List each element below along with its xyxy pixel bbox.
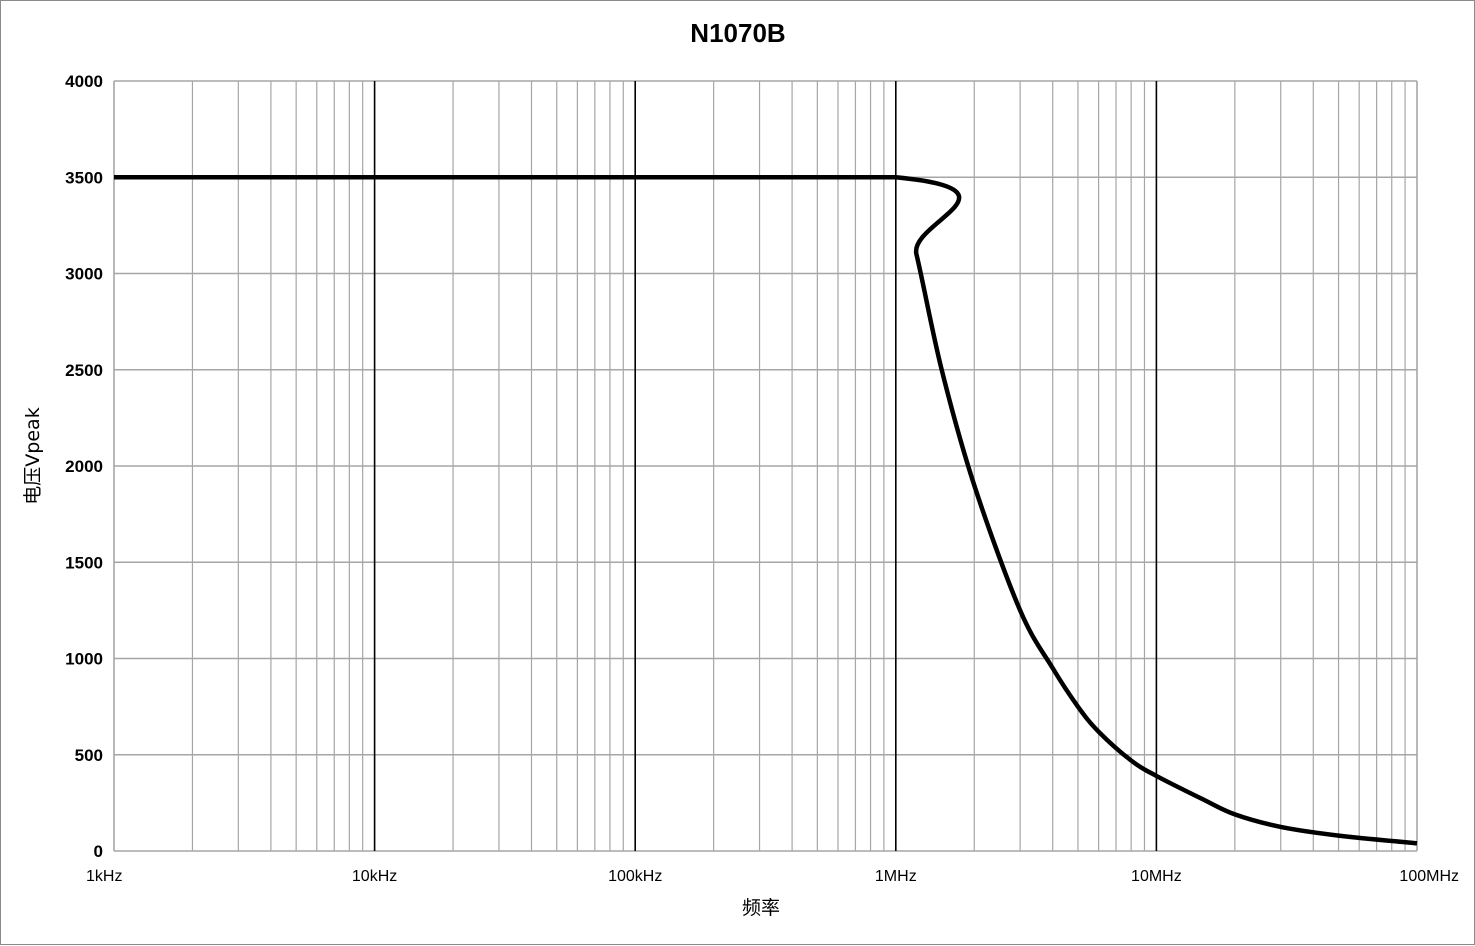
x-tick-label: 1kHz [86, 868, 122, 885]
x-tick-label: 100kHz [608, 868, 662, 885]
chart-title: N1070B [690, 18, 785, 48]
y-tick-label: 3500 [65, 168, 103, 187]
y-tick-label: 1500 [65, 553, 103, 572]
major-gridlines [113, 81, 1418, 851]
y-tick-label: 0 [94, 842, 103, 861]
y-tick-labels: 0 500 1000 1500 2000 2500 3000 3500 4000 [65, 72, 103, 861]
x-axis-label: 频率 [742, 897, 780, 919]
y-tick-label: 1000 [65, 650, 103, 669]
y-tick-label: 3000 [65, 265, 103, 284]
x-tick-labels: 1kHz 10kHz 100kHz 1MHz 10MHz 100MHz [86, 868, 1459, 885]
series-line [114, 174, 1418, 846]
x-tick-label: 10MHz [1131, 868, 1182, 885]
x-tick-label: 10kHz [352, 868, 397, 885]
y-tick-label: 500 [75, 746, 103, 765]
y-tick-label: 2000 [65, 457, 103, 476]
y-axis-label: 电压Vpeak [22, 407, 44, 504]
y-tick-label: 4000 [65, 72, 103, 91]
x-tick-label: 1MHz [875, 868, 917, 885]
x-tick-label: 100MHz [1399, 868, 1459, 885]
y-tick-label: 2500 [65, 361, 103, 380]
series-group [114, 174, 1418, 846]
minor-gridlines [114, 80, 1417, 852]
